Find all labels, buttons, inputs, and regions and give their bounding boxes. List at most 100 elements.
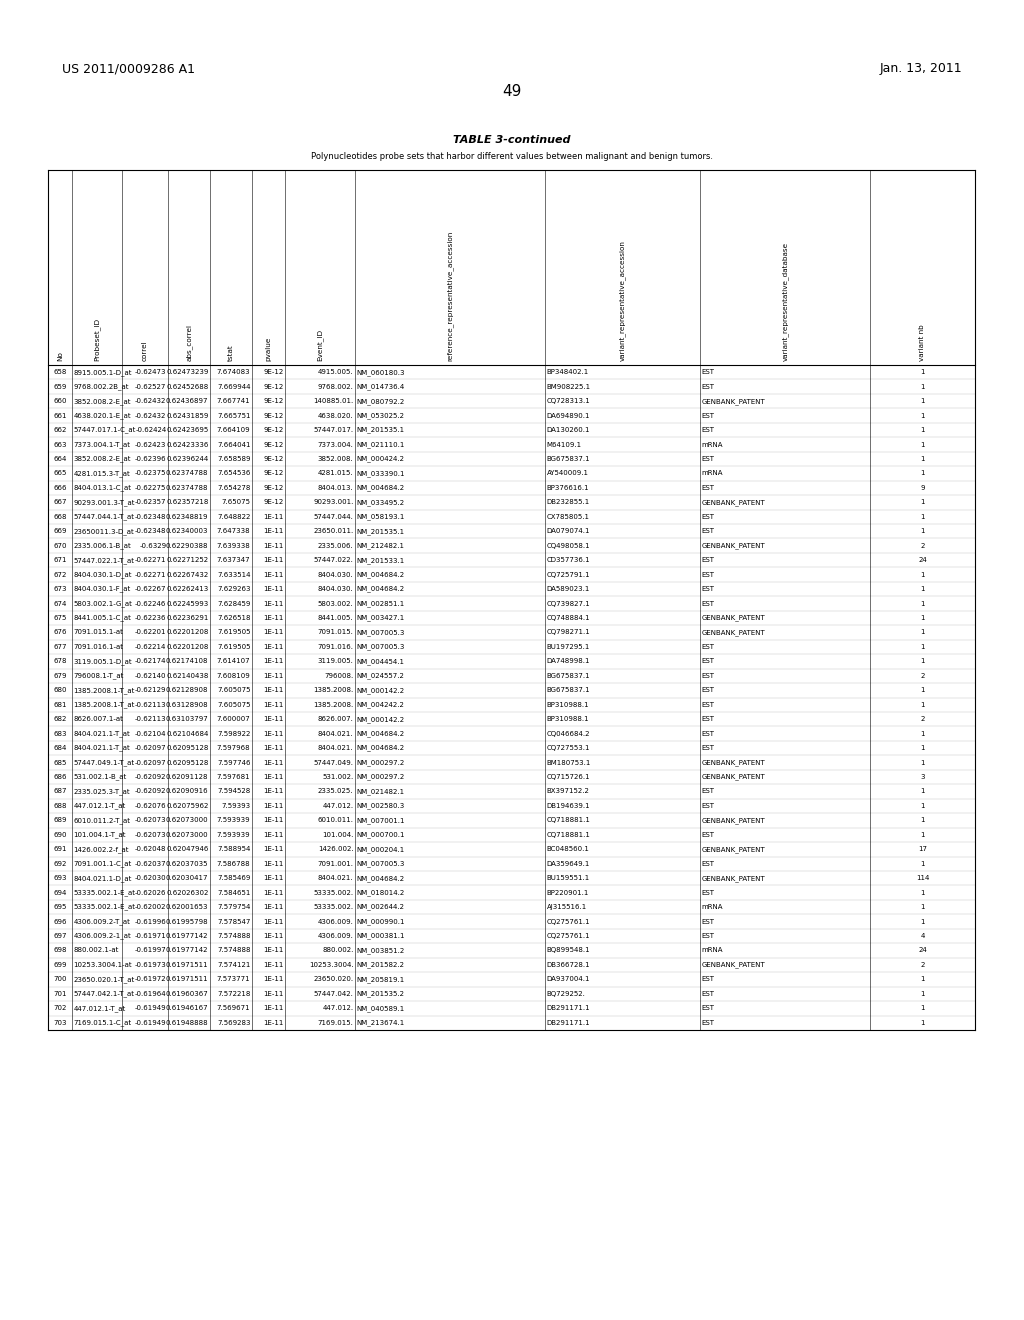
Text: DB291171.1: DB291171.1 (547, 1020, 590, 1026)
Text: 7.593939: 7.593939 (217, 832, 251, 838)
Text: 0.62473239: 0.62473239 (166, 370, 209, 375)
Text: 0.62452688: 0.62452688 (166, 384, 209, 389)
Text: 7.665751: 7.665751 (217, 413, 251, 418)
Text: CQ718881.1: CQ718881.1 (547, 832, 591, 838)
Text: 7.639338: 7.639338 (217, 543, 251, 549)
Text: -0.62348: -0.62348 (135, 528, 167, 535)
Text: 7.585469: 7.585469 (217, 875, 251, 882)
Text: DA748998.1: DA748998.1 (547, 659, 590, 664)
Text: 2: 2 (921, 673, 925, 678)
Text: 683: 683 (53, 731, 67, 737)
Text: -0.62271: -0.62271 (135, 572, 167, 578)
Text: 7.579754: 7.579754 (217, 904, 251, 909)
Text: GENBANK_PATENT: GENBANK_PATENT (701, 397, 765, 404)
Text: 7.59393: 7.59393 (221, 803, 251, 809)
Text: 447.012.1-T_at: 447.012.1-T_at (74, 803, 126, 809)
Text: 1: 1 (921, 370, 925, 375)
Text: 880.002.1-at: 880.002.1-at (74, 948, 119, 953)
Text: EST: EST (701, 717, 715, 722)
Text: -0.62527: -0.62527 (135, 384, 167, 389)
Text: NM_201533.1: NM_201533.1 (356, 557, 404, 564)
Text: 8441.005.1-C_at: 8441.005.1-C_at (74, 615, 131, 622)
Text: 0.62436897: 0.62436897 (166, 399, 209, 404)
Text: CX785805.1: CX785805.1 (547, 513, 590, 520)
Text: -0.62092: -0.62092 (135, 788, 167, 795)
Text: 1: 1 (921, 702, 925, 708)
Text: -0.61971: -0.61971 (135, 933, 167, 939)
Text: 4638.020.: 4638.020. (317, 413, 353, 418)
Text: 23650011.3-D_at: 23650011.3-D_at (74, 528, 134, 535)
Text: 1: 1 (921, 586, 925, 593)
Text: 662: 662 (53, 428, 67, 433)
Text: 0.62340003: 0.62340003 (166, 528, 209, 535)
Text: BQ899548.1: BQ899548.1 (547, 948, 590, 953)
Text: 9E-12: 9E-12 (263, 413, 284, 418)
Text: NM_004684.2: NM_004684.2 (356, 586, 404, 593)
Text: 7.647338: 7.647338 (217, 528, 251, 535)
Text: 8404.021.: 8404.021. (317, 875, 353, 882)
Text: DA130260.1: DA130260.1 (547, 428, 590, 433)
Text: 1E-11: 1E-11 (263, 601, 284, 606)
Text: 1: 1 (921, 832, 925, 838)
Text: 4306.009.2-T_at: 4306.009.2-T_at (74, 919, 130, 925)
Text: 3852.008.2-E_at: 3852.008.2-E_at (74, 455, 131, 462)
Text: 2335.025.: 2335.025. (318, 788, 353, 795)
Text: 23650.020.: 23650.020. (313, 977, 353, 982)
Text: 692: 692 (53, 861, 67, 867)
Text: 7169.015.1-C_at: 7169.015.1-C_at (74, 1019, 132, 1026)
Text: GENBANK_PATENT: GENBANK_PATENT (701, 774, 765, 780)
Text: 7091.001.: 7091.001. (317, 861, 353, 867)
Text: BG675837.1: BG675837.1 (547, 455, 590, 462)
Text: 7.586788: 7.586788 (217, 861, 251, 867)
Text: 699: 699 (53, 962, 67, 968)
Text: 1: 1 (921, 644, 925, 649)
Text: 9E-12: 9E-12 (263, 455, 284, 462)
Text: 1E-11: 1E-11 (263, 731, 284, 737)
Text: 0.62271252: 0.62271252 (166, 557, 209, 564)
Text: 0.61971511: 0.61971511 (166, 962, 209, 968)
Text: EST: EST (701, 413, 715, 418)
Text: 8404.021.1-T_at: 8404.021.1-T_at (74, 730, 130, 737)
Text: 1: 1 (921, 384, 925, 389)
Text: NM_007005.3: NM_007005.3 (356, 861, 404, 867)
Text: 9E-12: 9E-12 (263, 499, 284, 506)
Text: 0.62030417: 0.62030417 (166, 875, 209, 882)
Text: -0.62424: -0.62424 (135, 428, 167, 433)
Text: CQ725791.1: CQ725791.1 (547, 572, 590, 578)
Text: DA589023.1: DA589023.1 (547, 586, 590, 593)
Text: 1E-11: 1E-11 (263, 759, 284, 766)
Text: 1: 1 (921, 890, 925, 896)
Text: NM_060180.3: NM_060180.3 (356, 368, 406, 376)
Text: 1: 1 (921, 904, 925, 909)
Text: CQ046684.2: CQ046684.2 (547, 731, 590, 737)
Text: GENBANK_PATENT: GENBANK_PATENT (701, 499, 765, 506)
Text: EST: EST (701, 991, 715, 997)
Text: NM_000424.2: NM_000424.2 (356, 455, 404, 462)
Text: 0.62140438: 0.62140438 (166, 673, 209, 678)
Text: NM_000700.1: NM_000700.1 (356, 832, 406, 838)
Text: CQ275761.1: CQ275761.1 (547, 919, 590, 924)
Text: -0.62432: -0.62432 (135, 399, 167, 404)
Text: 1: 1 (921, 601, 925, 606)
Text: EST: EST (701, 586, 715, 593)
Text: 669: 669 (53, 528, 67, 535)
Text: 1E-11: 1E-11 (263, 933, 284, 939)
Text: CQ715726.1: CQ715726.1 (547, 774, 590, 780)
Text: -0.61973: -0.61973 (135, 962, 167, 968)
Text: NM_213674.1: NM_213674.1 (356, 1019, 404, 1026)
Text: GENBANK_PATENT: GENBANK_PATENT (701, 615, 765, 622)
Text: 17: 17 (918, 846, 927, 853)
Text: EST: EST (701, 919, 715, 924)
Text: 1E-11: 1E-11 (263, 586, 284, 593)
Text: 8404.021.1-T_at: 8404.021.1-T_at (74, 744, 130, 751)
Text: 1: 1 (921, 759, 925, 766)
Text: 53335.002.1-E_at: 53335.002.1-E_at (74, 904, 135, 911)
Text: -0.62097: -0.62097 (135, 744, 167, 751)
Text: 1: 1 (921, 919, 925, 924)
Text: 680: 680 (53, 688, 67, 693)
Text: AY540009.1: AY540009.1 (547, 470, 589, 477)
Text: 7.654278: 7.654278 (217, 484, 251, 491)
Text: BM180753.1: BM180753.1 (547, 759, 591, 766)
Text: 1: 1 (921, 470, 925, 477)
Text: 57447.042.: 57447.042. (313, 991, 353, 997)
